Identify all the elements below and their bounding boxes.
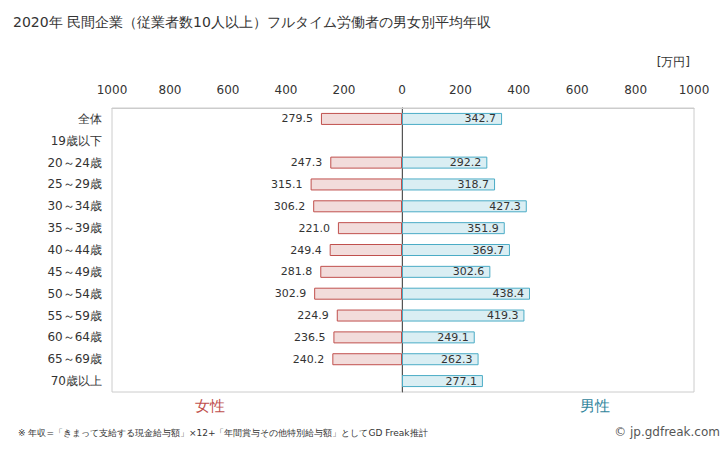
svg-text:800: 800 bbox=[624, 83, 647, 97]
svg-text:247.3: 247.3 bbox=[291, 156, 323, 169]
svg-text:30～34歳: 30～34歳 bbox=[47, 199, 102, 213]
svg-text:200: 200 bbox=[333, 83, 356, 97]
svg-text:281.8: 281.8 bbox=[281, 265, 313, 278]
svg-text:400: 400 bbox=[507, 83, 530, 97]
svg-text:419.3: 419.3 bbox=[487, 309, 519, 322]
svg-text:306.2: 306.2 bbox=[274, 200, 306, 213]
svg-text:男性: 男性 bbox=[580, 397, 610, 415]
svg-text:427.3: 427.3 bbox=[489, 200, 521, 213]
svg-text:600: 600 bbox=[217, 83, 240, 97]
svg-text:318.7: 318.7 bbox=[458, 178, 490, 191]
svg-text:240.2: 240.2 bbox=[293, 353, 325, 366]
svg-text:0: 0 bbox=[398, 83, 406, 97]
svg-text:© jp.gdfreak.com: © jp.gdfreak.com bbox=[614, 425, 720, 439]
svg-text:1000: 1000 bbox=[97, 83, 128, 97]
svg-text:※ 年収=「きまって支給する現金給与額」×12+「年間賞与そ: ※ 年収=「きまって支給する現金給与額」×12+「年間賞与その他特別給与額」とし… bbox=[18, 428, 428, 438]
svg-text:438.4: 438.4 bbox=[493, 287, 525, 300]
svg-text:50～54歳: 50～54歳 bbox=[47, 287, 102, 301]
svg-text:全体: 全体 bbox=[78, 112, 102, 126]
svg-text:292.2: 292.2 bbox=[450, 156, 482, 169]
svg-text:351.9: 351.9 bbox=[467, 222, 499, 235]
svg-text:女性: 女性 bbox=[195, 397, 225, 415]
svg-text:400: 400 bbox=[275, 83, 298, 97]
svg-text:279.5: 279.5 bbox=[281, 112, 313, 125]
svg-text:236.5: 236.5 bbox=[294, 331, 326, 344]
svg-text:369.7: 369.7 bbox=[472, 244, 504, 257]
svg-text:1000: 1000 bbox=[679, 83, 710, 97]
svg-text:[万円]: [万円] bbox=[657, 55, 690, 69]
svg-text:2020年 民間企業（従業者数10人以上）フルタイム労働者の: 2020年 民間企業（従業者数10人以上）フルタイム労働者の男女別平均年収 bbox=[13, 14, 491, 30]
svg-text:200: 200 bbox=[449, 83, 472, 97]
svg-text:302.9: 302.9 bbox=[275, 287, 307, 300]
svg-text:221.0: 221.0 bbox=[298, 222, 330, 235]
svg-text:249.4: 249.4 bbox=[290, 244, 322, 257]
svg-text:249.1: 249.1 bbox=[437, 331, 469, 344]
svg-text:20～24歳: 20～24歳 bbox=[47, 156, 102, 170]
svg-text:342.7: 342.7 bbox=[465, 112, 497, 125]
svg-text:70歳以上: 70歳以上 bbox=[51, 374, 102, 388]
svg-text:19歳以下: 19歳以下 bbox=[51, 134, 102, 148]
svg-text:224.9: 224.9 bbox=[297, 309, 329, 322]
svg-text:262.3: 262.3 bbox=[441, 353, 473, 366]
svg-text:315.1: 315.1 bbox=[271, 178, 303, 191]
svg-text:45～49歳: 45～49歳 bbox=[47, 265, 102, 279]
svg-text:55～59歳: 55～59歳 bbox=[47, 309, 102, 323]
svg-text:65～69歳: 65～69歳 bbox=[47, 352, 102, 366]
svg-text:800: 800 bbox=[159, 83, 182, 97]
svg-text:60～64歳: 60～64歳 bbox=[47, 330, 102, 344]
svg-text:40～44歳: 40～44歳 bbox=[47, 243, 102, 257]
svg-text:600: 600 bbox=[566, 83, 589, 97]
svg-text:302.6: 302.6 bbox=[453, 265, 485, 278]
svg-text:25～29歳: 25～29歳 bbox=[47, 177, 102, 191]
svg-text:35～39歳: 35～39歳 bbox=[47, 221, 102, 235]
svg-text:277.1: 277.1 bbox=[445, 375, 477, 388]
